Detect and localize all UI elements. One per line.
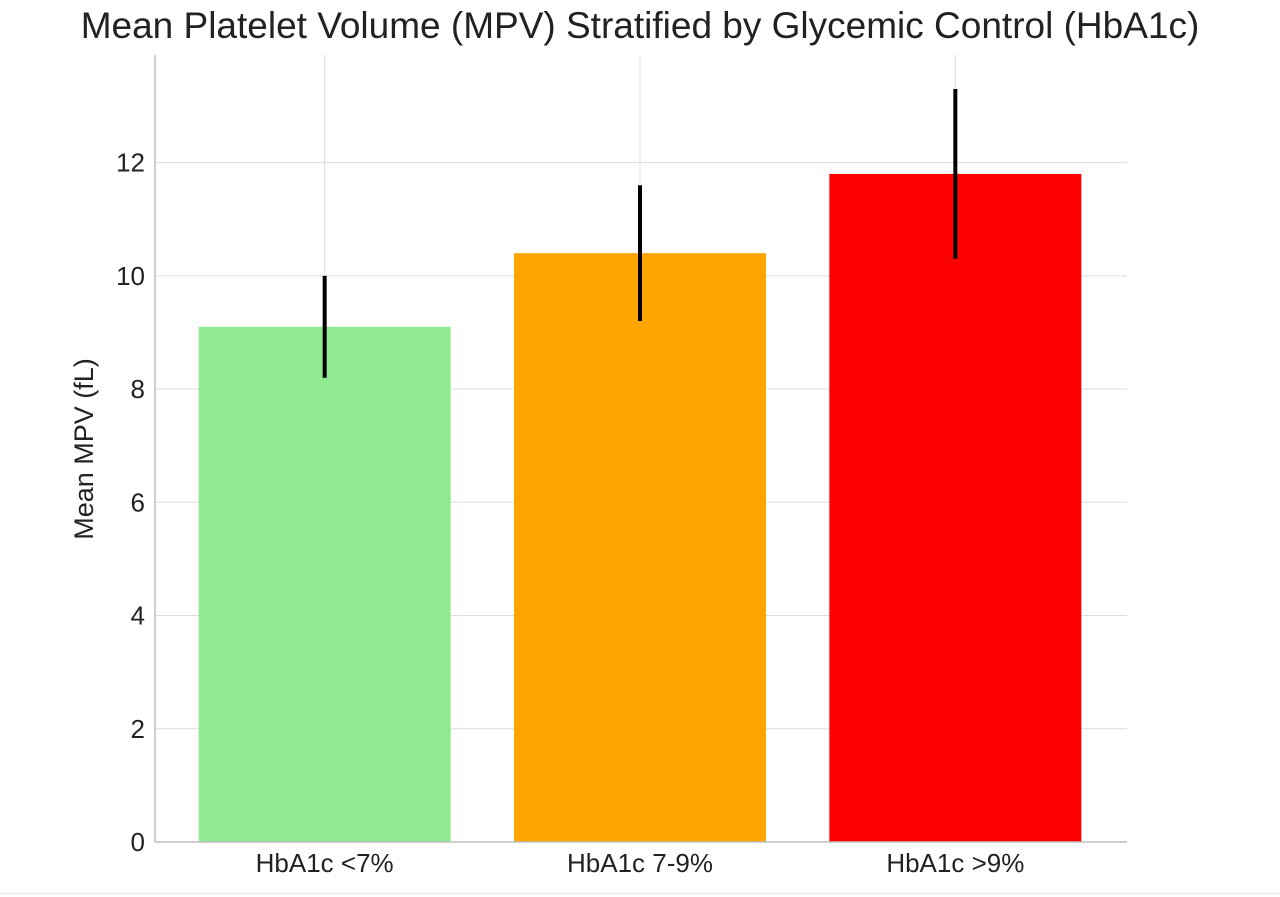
x-tick-label: HbA1c 7-9% [567, 848, 713, 878]
bars [198, 173, 1082, 842]
y-ticks: 0 2 4 6 8 10 12 [116, 148, 145, 857]
bottom-rule [0, 893, 1280, 894]
x-ticks: HbA1c <7% HbA1c 7-9% HbA1c >9% [256, 848, 1025, 878]
y-tick-label: 10 [116, 261, 145, 291]
x-tick-label: HbA1c <7% [256, 848, 394, 878]
chart-title: Mean Platelet Volume (MPV) Stratified by… [81, 5, 1200, 46]
bar [829, 173, 1082, 842]
error-bars [322, 88, 958, 378]
y-tick-label: 4 [131, 601, 145, 631]
bar [514, 253, 766, 842]
y-tick-label: 12 [116, 148, 145, 178]
y-tick-label: 2 [131, 714, 145, 744]
axes [154, 55, 1127, 843]
y-axis-label: Mean MPV (fL) [69, 358, 99, 540]
y-tick-label: 0 [131, 827, 145, 857]
bar [198, 326, 451, 842]
x-tick-label: HbA1c >9% [886, 848, 1024, 878]
y-tick-label: 8 [131, 374, 145, 404]
y-tick-label: 6 [131, 487, 145, 517]
